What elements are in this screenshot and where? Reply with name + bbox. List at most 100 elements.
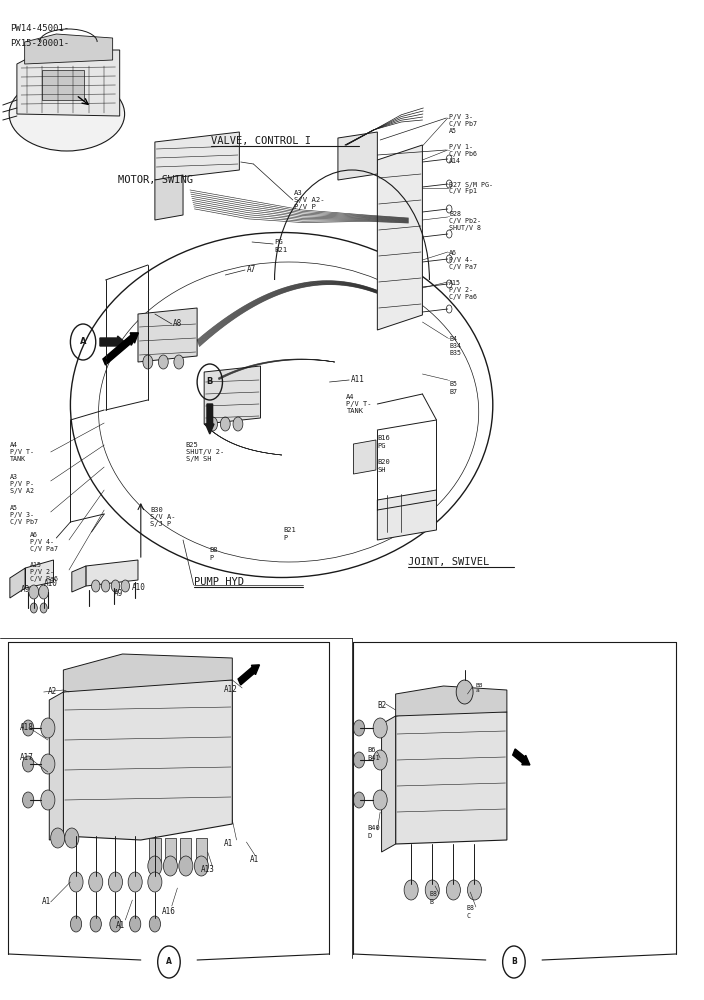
Circle shape — [41, 754, 55, 774]
Polygon shape — [155, 132, 239, 180]
Text: A13: A13 — [201, 865, 215, 874]
Polygon shape — [338, 132, 377, 180]
FancyArrow shape — [513, 749, 530, 765]
Text: A4
P/V T-
TANK: A4 P/V T- TANK — [10, 442, 34, 462]
Circle shape — [51, 828, 65, 848]
Polygon shape — [17, 50, 120, 116]
Polygon shape — [138, 308, 197, 362]
Text: A8: A8 — [173, 320, 182, 328]
Text: MOTOR, SWING: MOTOR, SWING — [118, 175, 194, 185]
Circle shape — [174, 355, 184, 369]
FancyArrow shape — [103, 333, 139, 365]
Polygon shape — [25, 560, 54, 588]
Polygon shape — [10, 568, 25, 598]
Text: A3
P/V P-
S/V A2: A3 P/V P- S/V A2 — [10, 474, 34, 494]
Text: B8
P: B8 P — [210, 548, 218, 560]
Circle shape — [194, 856, 208, 876]
Text: A: A — [166, 958, 172, 966]
Text: B30
S/V A-
S/J P: B30 S/V A- S/J P — [150, 507, 175, 527]
Text: VALVE, CONTROL I: VALVE, CONTROL I — [211, 136, 311, 146]
Circle shape — [70, 916, 82, 932]
Circle shape — [456, 680, 473, 704]
Text: A18: A18 — [20, 724, 34, 732]
Polygon shape — [49, 692, 63, 840]
Text: A6
P/V 4-
C/V Pa7: A6 P/V 4- C/V Pa7 — [30, 532, 58, 552]
Text: A9: A9 — [21, 585, 30, 594]
Text: P/V 3-
C/V Pb7
A5: P/V 3- C/V Pb7 A5 — [449, 114, 477, 134]
Text: B21
P: B21 P — [283, 528, 296, 540]
Circle shape — [353, 792, 365, 808]
Circle shape — [89, 872, 103, 892]
Polygon shape — [382, 716, 396, 852]
Circle shape — [39, 585, 49, 599]
Circle shape — [446, 880, 460, 900]
Polygon shape — [396, 686, 507, 716]
Circle shape — [373, 790, 387, 810]
Circle shape — [110, 916, 121, 932]
Text: A10: A10 — [44, 580, 58, 588]
Text: B27 S/M PG-
C/V Fp1: B27 S/M PG- C/V Fp1 — [449, 182, 493, 194]
Text: B: B — [511, 958, 517, 966]
Circle shape — [233, 417, 243, 431]
Text: A4
P/V T-
TANK: A4 P/V T- TANK — [346, 394, 372, 414]
FancyArrow shape — [206, 404, 214, 434]
Circle shape — [69, 872, 83, 892]
Circle shape — [23, 720, 34, 736]
Text: P/V 1-
C/V Pb6
A14: P/V 1- C/V Pb6 A14 — [449, 144, 477, 164]
Text: A: A — [80, 338, 87, 347]
Circle shape — [163, 856, 177, 876]
Text: B28
C/V Pb2-
SHUT/V 8: B28 C/V Pb2- SHUT/V 8 — [449, 211, 481, 231]
Circle shape — [404, 880, 418, 900]
Circle shape — [158, 355, 168, 369]
Polygon shape — [377, 490, 436, 540]
Polygon shape — [196, 838, 207, 862]
Text: B6
B41: B6 B41 — [367, 748, 380, 760]
Text: A7: A7 — [246, 265, 256, 274]
Circle shape — [41, 790, 55, 810]
Polygon shape — [165, 838, 176, 862]
Polygon shape — [204, 366, 260, 424]
Text: A17: A17 — [20, 754, 34, 762]
Circle shape — [29, 585, 39, 599]
Text: B16
PG: B16 PG — [377, 436, 390, 448]
Circle shape — [373, 718, 387, 738]
Ellipse shape — [9, 77, 125, 151]
Text: A15
P/V 2-
C/V Pa6: A15 P/V 2- C/V Pa6 — [30, 562, 58, 582]
Text: B8
B: B8 B — [429, 892, 437, 904]
Circle shape — [149, 916, 161, 932]
Text: B5
B7: B5 B7 — [449, 381, 457, 394]
Polygon shape — [353, 440, 376, 474]
Polygon shape — [63, 654, 232, 692]
Polygon shape — [155, 175, 183, 220]
Polygon shape — [25, 34, 113, 64]
Text: A6
P/V 4-
C/V Pa7: A6 P/V 4- C/V Pa7 — [449, 250, 477, 270]
Polygon shape — [180, 838, 191, 862]
Text: B8
a: B8 a — [476, 683, 484, 693]
Text: A1: A1 — [250, 856, 259, 864]
Text: B4
B34
B35: B4 B34 B35 — [449, 336, 461, 356]
Circle shape — [41, 718, 55, 738]
Circle shape — [30, 603, 37, 613]
Circle shape — [90, 916, 101, 932]
Circle shape — [23, 756, 34, 772]
Text: A2: A2 — [48, 688, 57, 696]
Text: B: B — [206, 377, 213, 386]
Text: B25
SHUT/V 2-
S/M SH: B25 SHUT/V 2- S/M SH — [186, 442, 224, 462]
Circle shape — [373, 750, 387, 770]
Circle shape — [92, 580, 100, 592]
Circle shape — [148, 856, 162, 876]
Polygon shape — [377, 145, 422, 330]
Circle shape — [108, 872, 122, 892]
Polygon shape — [396, 708, 507, 844]
Text: A9: A9 — [114, 589, 123, 598]
Text: A11: A11 — [351, 375, 365, 384]
Text: A16: A16 — [162, 908, 176, 916]
Circle shape — [65, 828, 79, 848]
Text: PW14-45001-: PW14-45001- — [10, 24, 69, 33]
Text: PX15-20001-: PX15-20001- — [10, 39, 69, 48]
Text: A12: A12 — [224, 686, 238, 694]
Text: A15
P/V 2-
C/V Pa6: A15 P/V 2- C/V Pa6 — [449, 280, 477, 300]
Circle shape — [353, 720, 365, 736]
Text: B40
D: B40 D — [367, 826, 380, 838]
Text: PG
B21: PG B21 — [275, 239, 288, 252]
